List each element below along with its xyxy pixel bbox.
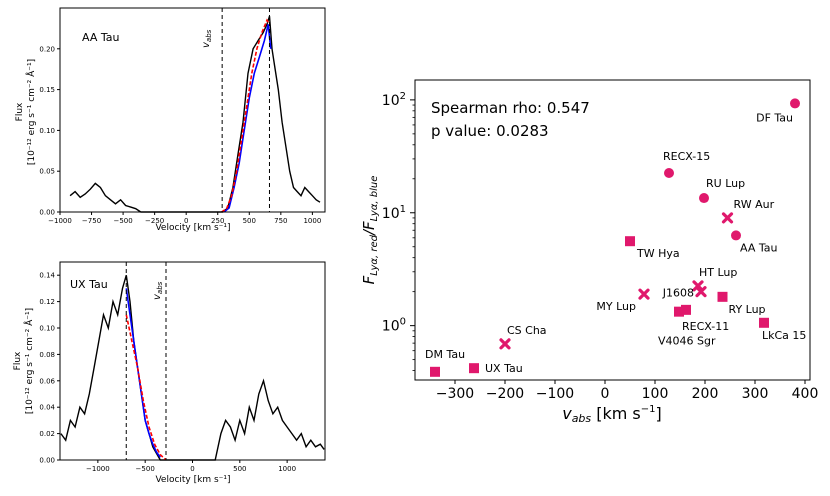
aa-tau-xtick-label: 1000 [303, 217, 321, 225]
point-ht-lup [692, 280, 704, 292]
aa-tau-xtick-label: −250 [145, 217, 164, 225]
aa-tau-panel: −1000 −750 −500 −250 0 250 500 750 1000 0.00 0.05 0… [15, 7, 326, 233]
point-recx-11 [681, 304, 691, 315]
point-j1608 [695, 286, 707, 298]
point-label-dm-tau: DM Tau [425, 348, 465, 361]
point-ux-tau [469, 363, 479, 374]
aa-tau-xtick-label: −500 [113, 217, 132, 225]
ux-tau-ytick-label: 0.00 [39, 457, 55, 465]
aa-tau-xtick-label: 250 [211, 217, 224, 225]
point-label-aa-tau: AA Tau [740, 241, 777, 254]
ux-tau-xtick-label: −1000 [86, 465, 110, 473]
point-label-recx-11: RECX-11 [682, 320, 729, 333]
point-ru-lup [699, 193, 709, 204]
ux-tau-title: UX Tau [70, 278, 108, 291]
scatter-ylabel: FLyα, red/FLyα, blue [360, 176, 380, 285]
ux-tau-xtick-label: 0 [190, 465, 194, 473]
point-tw-hya [625, 236, 635, 247]
point-label-lkca-15: LkCa 15 [762, 329, 806, 342]
ux-tau-ytick-label: 0.14 [39, 272, 55, 280]
scatter-xlabel: vabs [km s−1] [562, 404, 662, 425]
point-ry-lup [717, 291, 728, 302]
scatter-xtick-label: −300 [436, 386, 474, 402]
aa-tau-series-spectrum [69, 15, 321, 213]
ux-tau-xtick-label: 500 [233, 465, 246, 473]
scatter-ytick-label: 100 [382, 317, 406, 335]
aa-tau-ytick-label: 0.15 [39, 86, 55, 94]
scatter-xtick-label: 100 [642, 386, 669, 402]
scatter-xtick-label: 300 [742, 386, 769, 402]
point-recx-15 [664, 168, 674, 179]
aa-tau-xtick-label: 0 [184, 217, 188, 225]
point-label-df-tau: DF Tau [756, 111, 793, 124]
aa-tau-series-absorption [223, 24, 272, 213]
stat-pvalue: p value: 0.0283 [431, 122, 549, 140]
scatter-xtick-label: 0 [601, 386, 610, 402]
point-label-rw-aur: RW Aur [734, 198, 775, 211]
aa-tau-xtick-label: −1000 [48, 217, 72, 225]
point-label-tw-hya: TW Hya [636, 247, 680, 260]
point-rw-aur [721, 212, 734, 224]
ux-tau-ytick-label: 0.10 [39, 325, 55, 333]
point-label-recx-15: RECX-15 [663, 150, 710, 163]
ux-tau-xtick-label: 1000 [278, 465, 296, 473]
point-dm-tau [430, 366, 440, 377]
ux-tau-series-fit [125, 314, 167, 461]
ux-tau-axes-frame [59, 261, 326, 461]
point-label-my-lup: MY Lup [596, 300, 636, 313]
aa-tau-xtick-label: 500 [243, 217, 256, 225]
point-aa-tau [731, 230, 741, 241]
ux-tau-ylabel-line2: [10⁻¹² erg s⁻¹ cm⁻² Å⁻¹] [23, 308, 35, 414]
point-lkca-15 [759, 317, 769, 328]
ux-tau-series-spectrum [60, 275, 325, 461]
aa-tau-ytick-label: 0.05 [39, 168, 55, 176]
aa-tau-vabs-label: vabs [201, 29, 213, 48]
point-label-v4046-sgr: V4046 Sgr [658, 335, 716, 348]
aa-tau-ytick-label: 0.20 [39, 45, 55, 53]
point-v4046-sgr [674, 306, 684, 317]
ux-tau-ytick-label: 0.12 [39, 298, 55, 306]
point-my-lup [638, 288, 650, 300]
aa-tau-ytick-label: 0.10 [39, 127, 55, 135]
aa-tau-xlabel: Velocity [km s⁻¹] [155, 223, 230, 233]
aa-tau-ylabel-line2: [10⁻¹² erg s⁻¹ cm⁻² Å⁻¹] [25, 59, 37, 165]
ux-tau-ylabel-line1: Flux [13, 351, 23, 370]
aa-tau-xtick-label: 750 [274, 217, 287, 225]
aa-tau-series-fit [221, 18, 271, 213]
ux-tau-ytick-label: 0.02 [39, 430, 55, 438]
scatter-ytick-label: 101 [382, 204, 406, 222]
ux-tau-vabs-label: vabs [152, 281, 164, 300]
ux-tau-xlabel: Velocity [km s⁻¹] [155, 475, 230, 485]
aa-tau-ylabel-line1: Flux [15, 102, 25, 121]
aa-tau-xtick-label: −750 [82, 217, 101, 225]
point-label-ru-lup: RU Lup [706, 177, 745, 190]
ux-tau-panel: −1000 −500 0 500 1000 0.00 0.02 0.04 0.06 0.08 0.1… [13, 261, 326, 485]
ux-tau-xtick-label: −500 [136, 465, 155, 473]
point-label-ux-tau: UX Tau [485, 362, 523, 375]
stat-spearman: Spearman rho: 0.547 [431, 99, 590, 117]
scatter-xtick-label: −200 [486, 386, 524, 402]
scatter-xtick-label: 400 [792, 386, 819, 402]
point-label-cs-cha: CS Cha [507, 324, 547, 337]
ux-tau-ytick-label: 0.06 [39, 377, 55, 385]
ux-tau-series-absorption [125, 288, 161, 458]
scatter-axes-frame [414, 79, 811, 381]
scatter-panel: −300 −200 −100 0 100 200 300 400 100 101 102 DF Tau… [360, 79, 819, 425]
scatter-ytick-label: 102 [382, 91, 406, 109]
ux-tau-ytick-label: 0.04 [39, 404, 55, 412]
scatter-xtick-label: 200 [692, 386, 719, 402]
point-df-tau [790, 98, 800, 109]
point-label-ht-lup: HT Lup [699, 266, 737, 279]
ux-tau-ytick-label: 0.08 [39, 351, 55, 359]
point-label-ry-lup: RY Lup [729, 303, 766, 316]
point-cs-cha [499, 338, 511, 350]
scatter-xtick-label: −100 [536, 386, 574, 402]
aa-tau-axes-frame [59, 7, 326, 213]
aa-tau-ytick-label: 0.00 [39, 209, 55, 217]
aa-tau-title: AA Tau [82, 31, 119, 44]
point-label-j1608: J1608 [662, 287, 694, 300]
